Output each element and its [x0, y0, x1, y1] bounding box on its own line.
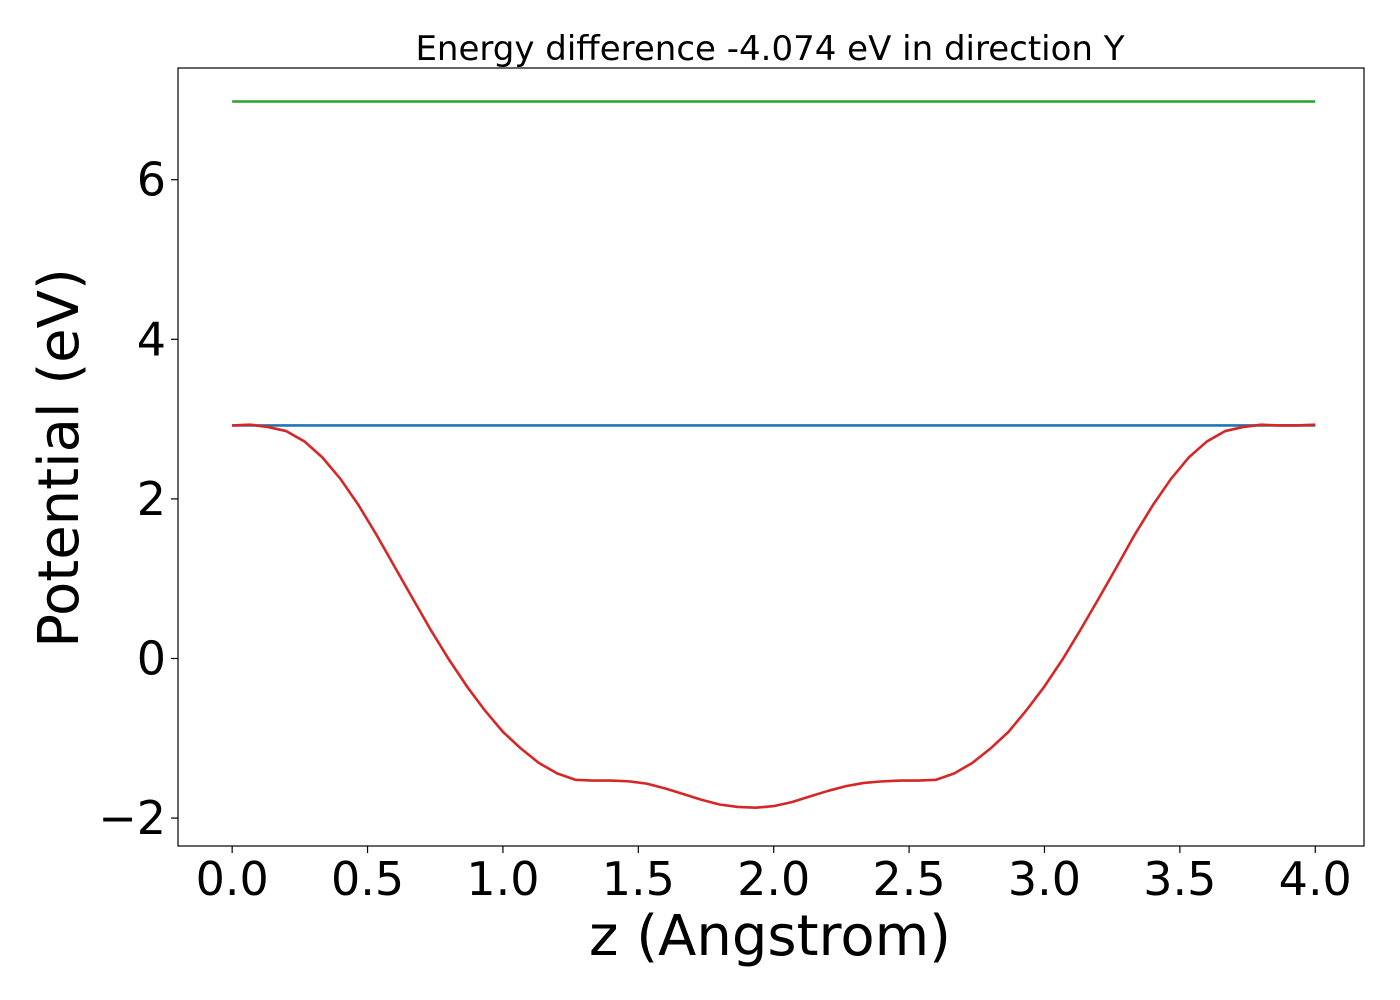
x-tick-label: 1.0 — [466, 852, 539, 906]
x-tick-label: 0.0 — [196, 852, 269, 906]
x-tick-label: 3.0 — [1008, 852, 1081, 906]
plot-area-frame — [177, 67, 1365, 847]
y-axis-ticks: −2 0 2 4 6 — [98, 153, 178, 845]
x-tick-label: 0.5 — [331, 852, 404, 906]
y-tick-label: 4 — [137, 312, 166, 366]
y-tick-label: −2 — [98, 791, 166, 845]
x-tick-label: 3.5 — [1143, 852, 1216, 906]
y-tick-label: 6 — [137, 153, 166, 207]
x-axis-label: z (Angstrom) — [589, 904, 951, 969]
x-tick-label: 2.0 — [737, 852, 810, 906]
y-tick-label: 2 — [137, 472, 166, 526]
y-tick-label: 0 — [137, 631, 166, 685]
series-layer — [232, 100, 1316, 810]
x-tick-label: 1.5 — [602, 852, 675, 906]
x-tick-label: 4.0 — [1279, 852, 1352, 906]
x-axis-ticks: 0.0 0.5 1.0 1.5 2.0 2.5 3.0 3.5 4.0 — [196, 846, 1352, 906]
chart-title: Energy difference -4.074 eV in direction… — [415, 29, 1124, 69]
x-tick-label: 2.5 — [873, 852, 946, 906]
y-axis-label: Potential (eV) — [27, 268, 92, 648]
series-line-2 — [232, 423, 1316, 810]
